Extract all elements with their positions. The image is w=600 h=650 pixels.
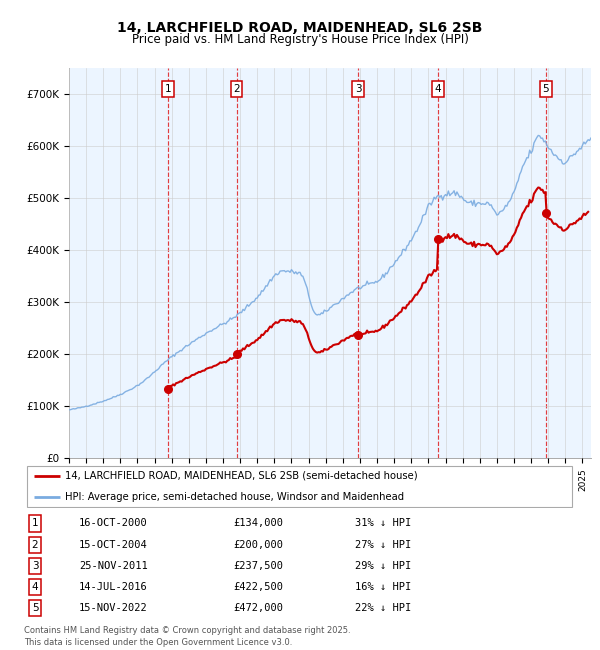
Text: Contains HM Land Registry data © Crown copyright and database right 2025.
This d: Contains HM Land Registry data © Crown c…	[24, 626, 350, 647]
Text: 14, LARCHFIELD ROAD, MAIDENHEAD, SL6 2SB (semi-detached house): 14, LARCHFIELD ROAD, MAIDENHEAD, SL6 2SB…	[65, 471, 418, 480]
Text: 2: 2	[32, 540, 38, 550]
Text: 15-OCT-2004: 15-OCT-2004	[79, 540, 148, 550]
Text: 25-NOV-2011: 25-NOV-2011	[79, 561, 148, 571]
Text: 5: 5	[542, 84, 550, 94]
Text: 16-OCT-2000: 16-OCT-2000	[79, 519, 148, 528]
Text: 14, LARCHFIELD ROAD, MAIDENHEAD, SL6 2SB: 14, LARCHFIELD ROAD, MAIDENHEAD, SL6 2SB	[118, 21, 482, 35]
Text: 15-NOV-2022: 15-NOV-2022	[79, 603, 148, 613]
Text: 1: 1	[165, 84, 172, 94]
Bar	[358, 68, 437, 458]
Text: 16% ↓ HPI: 16% ↓ HPI	[355, 582, 412, 592]
Text: 3: 3	[355, 84, 362, 94]
Text: 1: 1	[32, 519, 38, 528]
Text: 3: 3	[32, 561, 38, 571]
Text: £134,000: £134,000	[234, 519, 284, 528]
Text: £237,500: £237,500	[234, 561, 284, 571]
Text: Price paid vs. HM Land Registry's House Price Index (HPI): Price paid vs. HM Land Registry's House …	[131, 32, 469, 46]
Text: 4: 4	[32, 582, 38, 592]
Bar	[546, 68, 591, 458]
Text: 31% ↓ HPI: 31% ↓ HPI	[355, 519, 412, 528]
FancyBboxPatch shape	[27, 466, 572, 506]
Text: £200,000: £200,000	[234, 540, 284, 550]
Text: 14-JUL-2016: 14-JUL-2016	[79, 582, 148, 592]
Text: £422,500: £422,500	[234, 582, 284, 592]
Bar	[69, 68, 168, 458]
Text: £472,000: £472,000	[234, 603, 284, 613]
Text: 22% ↓ HPI: 22% ↓ HPI	[355, 603, 412, 613]
Text: 4: 4	[434, 84, 441, 94]
Text: 27% ↓ HPI: 27% ↓ HPI	[355, 540, 412, 550]
Bar	[168, 68, 236, 458]
Text: HPI: Average price, semi-detached house, Windsor and Maidenhead: HPI: Average price, semi-detached house,…	[65, 492, 404, 502]
Text: 29% ↓ HPI: 29% ↓ HPI	[355, 561, 412, 571]
Text: 2: 2	[233, 84, 240, 94]
Text: 5: 5	[32, 603, 38, 613]
Bar	[236, 68, 358, 458]
Bar	[437, 68, 546, 458]
